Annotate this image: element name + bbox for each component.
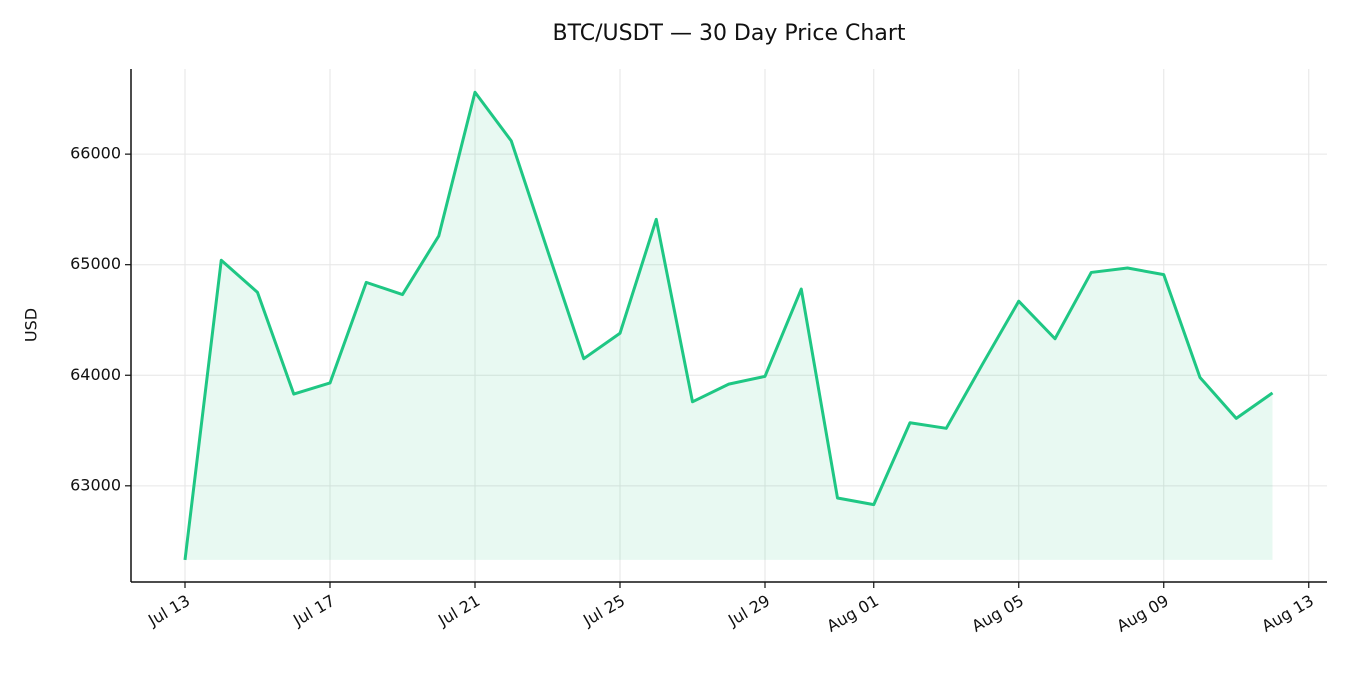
chart-title: BTC/USDT — 30 Day Price Chart bbox=[553, 21, 906, 46]
x-tick-label: Jul 25 bbox=[579, 591, 628, 630]
y-tick-label: 65000 bbox=[70, 254, 121, 273]
x-tick-label: Aug 13 bbox=[1258, 591, 1317, 636]
x-tick-label: Aug 05 bbox=[968, 591, 1027, 636]
y-tick-label: 63000 bbox=[70, 475, 121, 494]
area-fill bbox=[185, 92, 1273, 560]
y-tick-label: 66000 bbox=[70, 144, 121, 163]
x-tick-label: Jul 13 bbox=[144, 591, 193, 630]
x-tick-label: Jul 17 bbox=[289, 591, 338, 630]
y-axis-label: USD bbox=[22, 308, 41, 342]
x-tick-label: Jul 21 bbox=[434, 591, 483, 630]
y-tick-label: 64000 bbox=[70, 365, 121, 384]
price-line bbox=[183, 90, 1274, 561]
x-tick-label: Aug 01 bbox=[823, 591, 882, 636]
x-tick-label: Jul 29 bbox=[724, 591, 773, 630]
x-tick-label: Aug 09 bbox=[1113, 591, 1172, 636]
